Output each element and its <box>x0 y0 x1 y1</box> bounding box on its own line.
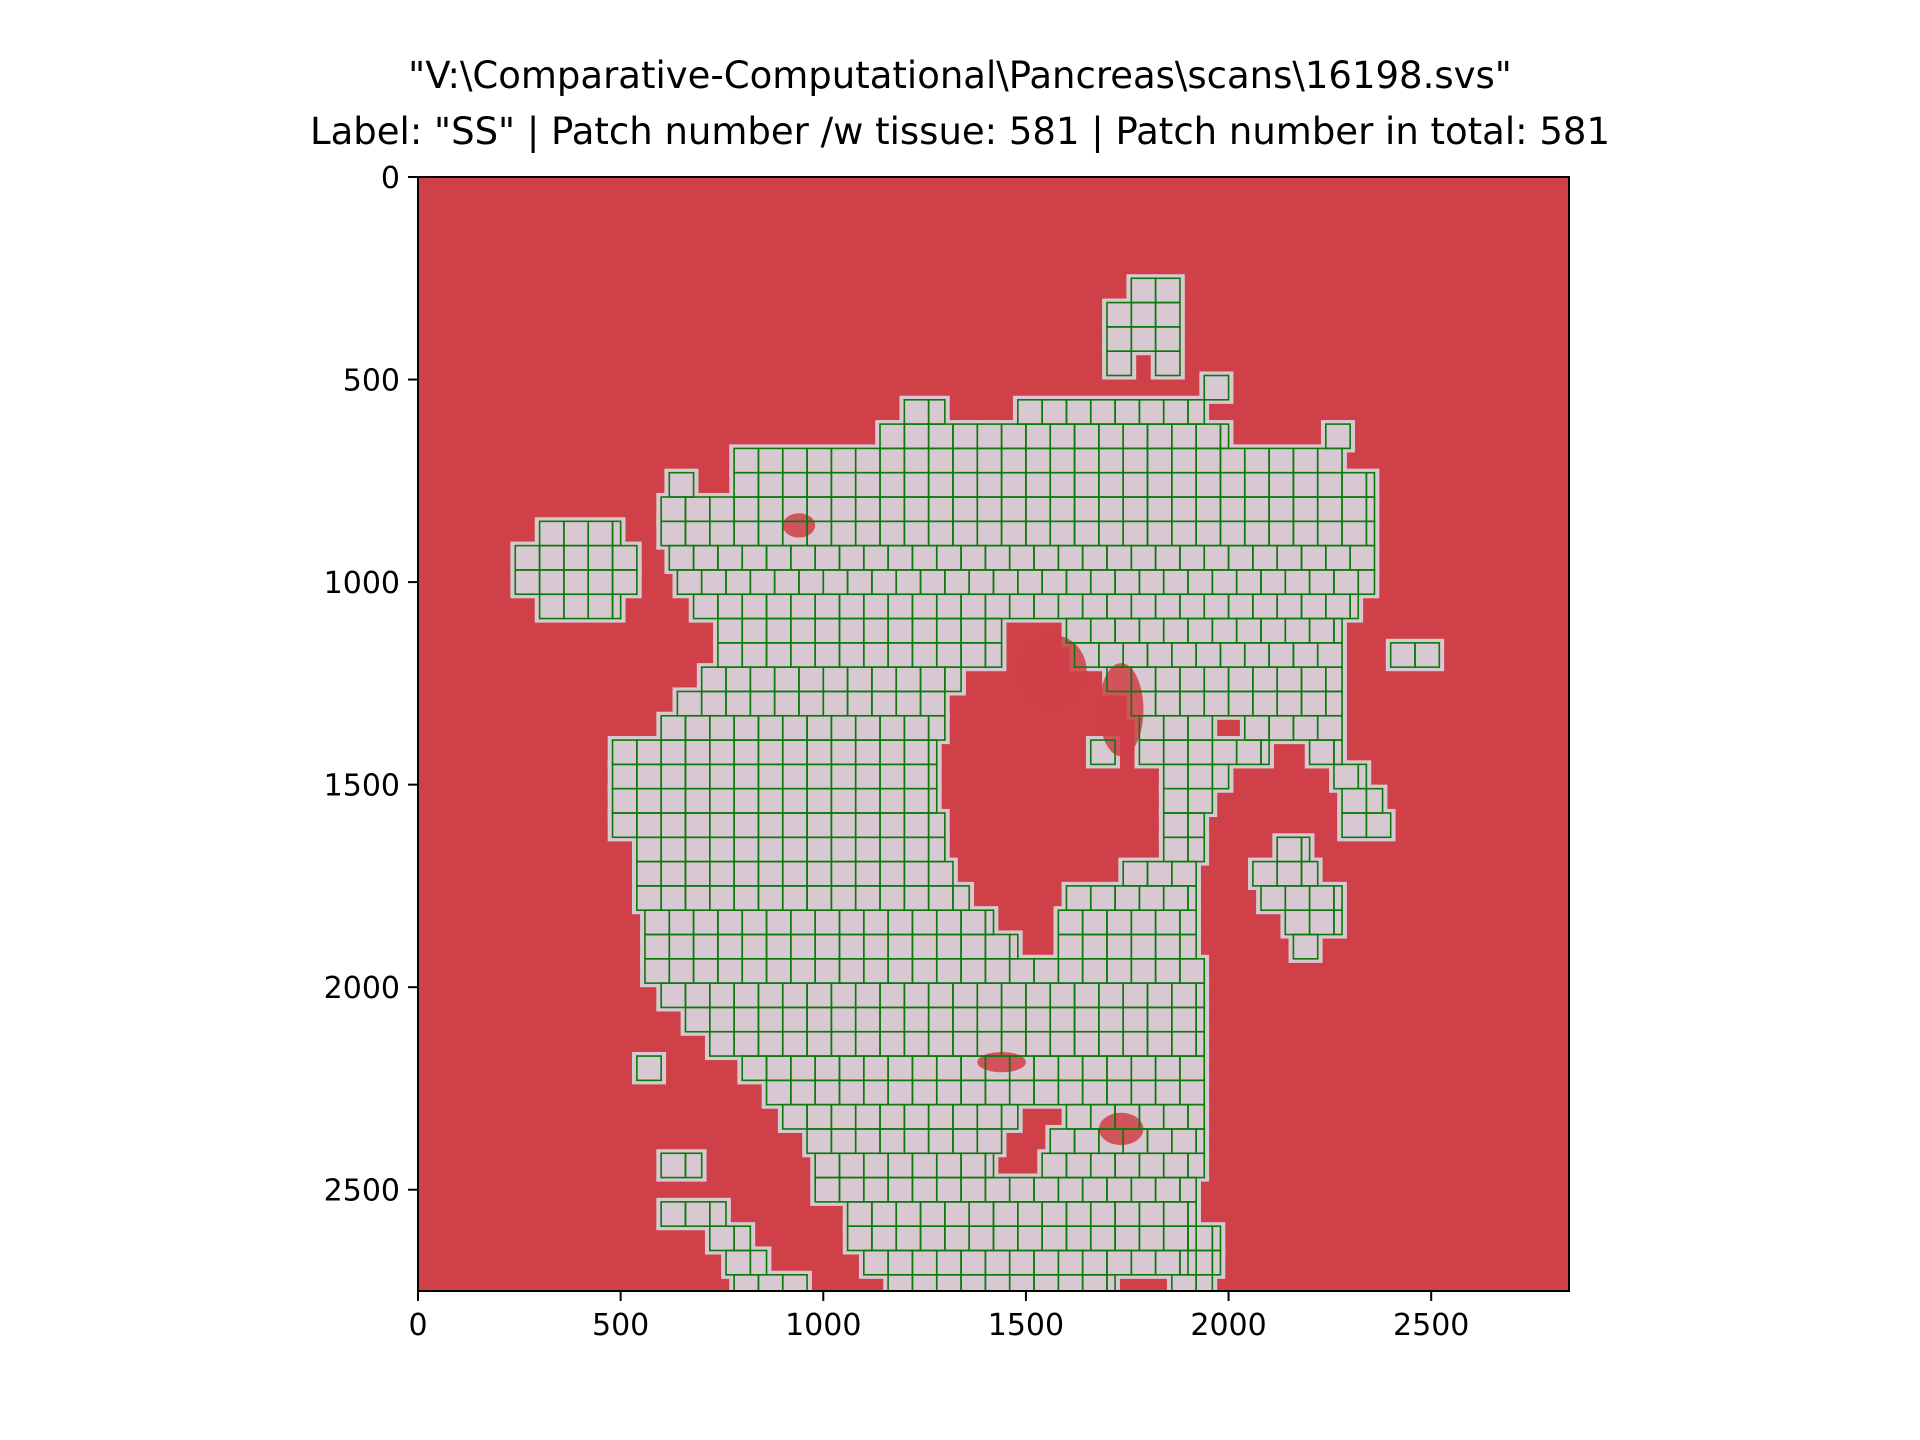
tissue-patch <box>1414 642 1441 668</box>
tissue-patch <box>1026 1348 1050 1372</box>
tissue-image <box>510 274 1445 1376</box>
tissue-region <box>1021 1344 1055 1376</box>
tissue-patch <box>684 1152 703 1179</box>
tissue-patch <box>1211 763 1230 790</box>
x-tick-label: 500 <box>592 1308 649 1343</box>
tissue-patch <box>1195 1273 1214 1291</box>
y-tick-label: 2000 <box>324 971 400 1006</box>
tissue-patch <box>1203 374 1230 401</box>
tissue-region <box>1150 347 1185 380</box>
tissue-patch <box>611 569 638 596</box>
tissue-patch <box>1365 812 1392 839</box>
tissue-patch <box>953 1299 977 1323</box>
x-tick-label: 1000 <box>785 1308 861 1343</box>
y-tick-label: 1500 <box>324 769 400 804</box>
tissue-patch <box>944 666 962 693</box>
tissue-patch <box>1357 569 1376 596</box>
tissue-hole <box>1017 634 1087 708</box>
tissue-patch <box>1083 1323 1091 1347</box>
tissue-hole <box>782 513 816 538</box>
tissue-patch <box>1099 1299 1115 1323</box>
tissue-patch <box>636 1055 662 1082</box>
tissue-region <box>631 1051 667 1085</box>
tissue-patch <box>1292 933 1319 960</box>
tissue-patch <box>1000 1103 1019 1130</box>
x-axis: 0 500 1000 1500 2000 2500 <box>408 1291 1469 1343</box>
tissue-hole <box>977 1051 1026 1073</box>
tissue-patch <box>984 642 1003 668</box>
tissue-region <box>1166 1270 1218 1291</box>
x-tick-label: 0 <box>408 1308 427 1343</box>
tissue-region <box>1288 930 1323 963</box>
tissue-patch <box>1075 1299 1099 1323</box>
tissue-patch <box>611 593 622 620</box>
tissue-patch <box>1154 350 1181 377</box>
tissue-patch <box>1089 739 1116 766</box>
chart-subtitle: Label: "SS" | Patch number /w tissue: 58… <box>310 110 1610 153</box>
x-tick-label: 2000 <box>1190 1308 1266 1343</box>
y-tick-label: 2500 <box>324 1174 400 1209</box>
tissue-patch <box>1333 909 1343 936</box>
plot-frame <box>417 176 1570 1292</box>
y-tick-label: 500 <box>343 364 400 399</box>
tissue-patch <box>904 1299 928 1323</box>
tissue-patch <box>1106 1273 1116 1291</box>
tissue-hole <box>1098 663 1144 757</box>
tissue-patch <box>1349 593 1360 620</box>
x-tick-label: 2500 <box>1393 1308 1469 1343</box>
tissue-region <box>1102 347 1137 380</box>
tissue-patch <box>1106 350 1133 377</box>
tissue-patch <box>781 1273 808 1291</box>
tissue-patch <box>1260 739 1270 766</box>
tissue-region <box>656 1149 707 1182</box>
patch-grid <box>514 277 1441 1372</box>
chart-title: "V:\Comparative-Computational\Pancreas\s… <box>408 54 1512 97</box>
tissue-patch <box>1211 1249 1222 1276</box>
x-tick-label: 1500 <box>988 1308 1064 1343</box>
y-tick-label: 0 <box>381 161 400 196</box>
y-axis: 0 500 1000 1500 2000 2500 <box>324 161 418 1209</box>
tissue-region <box>534 590 626 623</box>
tissue-region <box>883 1270 1120 1291</box>
y-tick-label: 1000 <box>324 566 400 601</box>
tissue-region <box>729 1270 812 1291</box>
tissue-patch <box>929 1299 953 1323</box>
